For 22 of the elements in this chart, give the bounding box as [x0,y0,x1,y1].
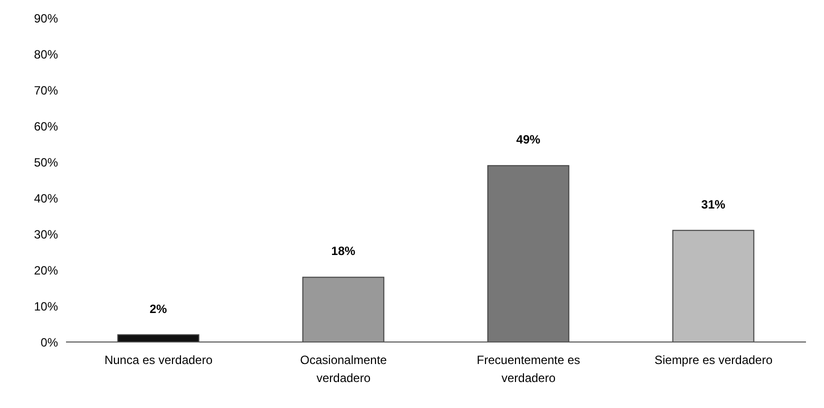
data-label: 31% [701,197,726,212]
bar [487,165,570,342]
y-tick-label: 0% [40,335,58,350]
y-tick-label: 20% [34,263,58,278]
bar [672,230,754,342]
y-tick-label: 60% [34,119,58,134]
y-tick-label: 80% [34,47,58,62]
y-tick-label: 50% [34,155,58,170]
y-tick-label: 30% [34,227,58,242]
data-label: 49% [516,132,541,147]
y-tick-label: 90% [34,11,58,26]
bar [117,334,200,342]
x-tick-label: Siempre es verdadero [654,353,773,367]
y-tick-label: 70% [34,83,58,98]
data-label: 2% [150,302,168,316]
x-tick-label: Ocasionalmente verdadero [300,353,388,385]
x-tick-label: Frecuentemente es verdadero [476,353,580,385]
data-label: 18% [331,244,356,258]
bar [302,276,384,342]
y-tick-label: 40% [34,191,58,206]
y-tick-label: 10% [34,299,58,314]
x-tick-label: Nunca es verdadero [104,353,213,367]
